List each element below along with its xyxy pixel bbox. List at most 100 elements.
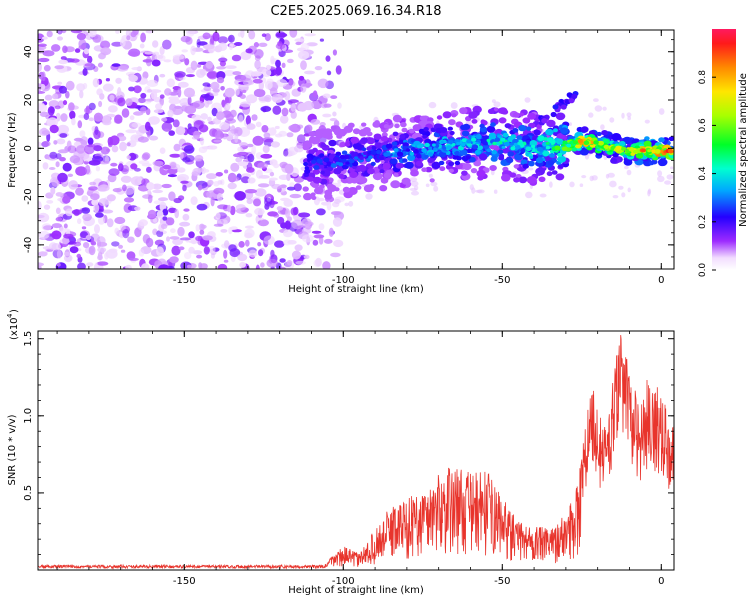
heatmap-cell — [234, 42, 243, 46]
heatmap-cell — [421, 148, 427, 153]
heatmap-cell — [322, 93, 331, 99]
heatmap-cell — [191, 136, 200, 140]
heatmap-cell — [207, 116, 212, 122]
heatmap-cell — [305, 124, 313, 133]
heatmap-cell — [126, 155, 131, 160]
heatmap-cell — [318, 223, 325, 231]
heatmap-cell — [65, 208, 74, 217]
heatmap-cell — [234, 133, 239, 144]
heatmap-cell — [75, 166, 87, 177]
heatmap-cell — [128, 257, 139, 261]
heatmap-cell — [162, 216, 168, 221]
heatmap-cell — [180, 180, 189, 184]
heatmap-cell — [531, 144, 536, 149]
heatmap-cell — [174, 71, 186, 78]
heatmap-cell — [245, 239, 250, 247]
heatmap-cell — [123, 197, 135, 203]
heatmap-cell — [225, 102, 231, 110]
heatmap-cell — [423, 127, 429, 132]
heatmap-cell — [140, 92, 147, 99]
heatmap-cell — [354, 156, 359, 160]
heatmap-cell — [526, 126, 532, 131]
heatmap-cell — [332, 111, 337, 117]
heatmap-cell — [333, 199, 341, 204]
heatmap-cell — [483, 144, 490, 150]
heatmap-cell — [87, 144, 96, 148]
heatmap-cell — [169, 153, 181, 158]
heatmap-cell — [99, 93, 105, 100]
heatmap-cell — [269, 87, 278, 97]
heatmap-cell — [156, 210, 164, 219]
heatmap-cell — [137, 97, 146, 104]
heatmap-cell — [164, 88, 172, 96]
heatmap-cell — [374, 173, 382, 179]
heatmap-cell — [114, 114, 123, 124]
heatmap-cell — [62, 100, 68, 106]
heatmap-cell — [320, 142, 327, 148]
heatmap-cell — [97, 247, 107, 253]
heatmap-cell — [381, 132, 388, 138]
heatmap-cell — [38, 141, 42, 147]
heatmap-cell — [333, 157, 339, 162]
heatmap-cell — [304, 33, 317, 37]
heatmap-cell — [476, 169, 486, 178]
heatmap-cell — [196, 254, 203, 259]
heatmap-cell — [139, 43, 145, 49]
heatmap-cell — [237, 161, 249, 167]
heatmap-cell — [193, 120, 204, 130]
heatmap-cell — [413, 185, 419, 191]
heatmap-cell — [363, 184, 374, 193]
heatmap-cell — [120, 175, 132, 183]
heatmap-cell — [246, 123, 256, 130]
snr-x-ticks: -150 -100 -50 0 — [56, 331, 664, 587]
heatmap-cell — [291, 250, 302, 260]
heatmap-cell — [392, 114, 402, 123]
heatmap-cell — [224, 169, 229, 174]
heatmap-cell — [39, 111, 50, 118]
heatmap-cell — [294, 244, 303, 251]
spectrogram-y-label: Frequency (Hz) — [7, 112, 18, 188]
heatmap-cell — [303, 192, 313, 201]
heatmap-cell — [579, 183, 584, 187]
heatmap-cell — [98, 100, 103, 108]
heatmap-cell — [303, 162, 309, 166]
heatmap-cell — [98, 52, 106, 60]
heatmap-cell — [88, 245, 96, 256]
heatmap-cell — [581, 175, 587, 179]
heatmap-cell — [548, 153, 556, 158]
heatmap-cell — [283, 229, 293, 238]
heatmap-cell — [339, 154, 346, 160]
heatmap-cell — [246, 143, 254, 148]
heatmap-cell — [304, 82, 313, 87]
heatmap-cell — [284, 220, 291, 230]
heatmap-cell — [370, 161, 376, 166]
heatmap-cell — [307, 162, 313, 167]
heatmap-cell — [65, 90, 70, 99]
heatmap-cell — [328, 139, 337, 147]
heatmap-cell — [284, 91, 291, 101]
heatmap-cell — [281, 62, 286, 68]
heatmap-cell — [579, 147, 590, 156]
heatmap-cell — [159, 46, 165, 56]
heatmap-cell — [71, 117, 76, 126]
y-tick-label: 0 — [23, 145, 34, 151]
heatmap-cell — [167, 174, 177, 178]
heatmap-cell — [223, 259, 229, 263]
heatmap-cell — [471, 187, 476, 194]
heatmap-cell — [97, 239, 101, 249]
heatmap-cell — [311, 195, 317, 200]
heatmap-cell — [501, 174, 511, 182]
heatmap-cell — [258, 249, 264, 257]
heatmap-cell — [404, 161, 414, 169]
heatmap-cell — [594, 105, 603, 112]
heatmap-cell — [168, 96, 179, 101]
heatmap-cell — [187, 96, 192, 106]
heatmap-cell — [425, 183, 430, 188]
heatmap-cell — [593, 98, 599, 102]
heatmap-cell — [258, 96, 270, 102]
heatmap-cell — [234, 88, 240, 96]
heatmap-cell — [173, 143, 181, 152]
heatmap-cell — [77, 120, 83, 129]
heatmap-cell — [58, 59, 68, 65]
heatmap-cell — [300, 60, 307, 71]
